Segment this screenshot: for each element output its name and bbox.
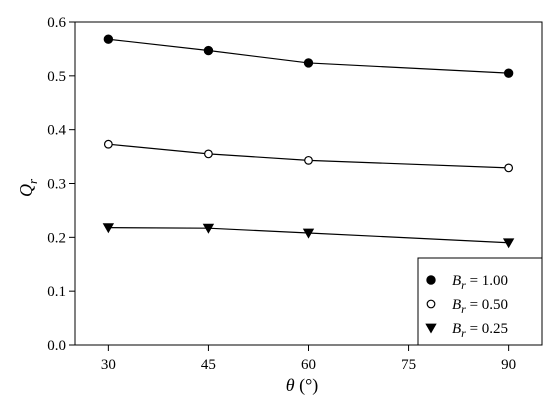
series-3: [102, 223, 515, 249]
y-tick-label: 0.3: [47, 177, 66, 193]
data-point: [103, 34, 114, 44]
legend-box: [417, 257, 543, 346]
y-tick-label: 0.5: [47, 69, 66, 85]
x-axis-title: θ (°): [286, 375, 319, 396]
data-point: [103, 139, 113, 149]
y-tick-label: 0.6: [47, 15, 66, 31]
legend-marker: [425, 323, 437, 334]
legend-label: Br = 0.50: [452, 297, 508, 316]
x-tick-label: 45: [201, 357, 216, 373]
x-axis-title-symbol: θ: [286, 375, 295, 395]
series-line: [108, 38, 509, 74]
data-point: [503, 68, 514, 78]
data-point: [102, 223, 115, 234]
x-axis-title-unit: (°): [295, 375, 319, 396]
x-axis: 30 45 60 75 90: [101, 345, 516, 373]
y-tick-label: 0.4: [47, 123, 66, 139]
x-tick-label: 75: [401, 357, 416, 373]
legend-marker: [426, 275, 436, 285]
series-line: [108, 227, 509, 244]
data-point: [502, 238, 515, 249]
y-tick-label: 0.0: [47, 338, 66, 354]
data-point: [303, 58, 314, 68]
data-point: [304, 155, 313, 165]
legend-label: Br = 0.25: [452, 321, 508, 340]
series-1: [103, 34, 514, 78]
series-2: [103, 139, 514, 173]
x-tick-label: 90: [501, 357, 516, 373]
y-axis-title-symbol: Q: [16, 184, 36, 197]
data-point: [202, 223, 215, 234]
data-point: [504, 163, 514, 173]
series-layer: [102, 34, 515, 249]
legend-label: Br = 1.00: [452, 273, 508, 292]
data-point: [203, 45, 214, 56]
data-point: [302, 228, 315, 239]
legend-marker: [426, 299, 436, 309]
y-axis-title: Qr: [16, 178, 40, 197]
series-line: [108, 143, 509, 169]
y-axis-title-subscript: r: [25, 178, 40, 184]
x-tick-label: 60: [301, 357, 316, 373]
x-tick-label: 30: [101, 357, 116, 373]
y-tick-label: 0.1: [47, 284, 66, 300]
data-point: [204, 149, 213, 159]
y-tick-label: 0.2: [47, 230, 66, 246]
y-axis: 0.0 0.1 0.2 0.3 0.4 0.5 0.6: [47, 15, 75, 354]
legend: Br = 1.00 Br = 0.50 Br = 0.25: [417, 257, 543, 346]
